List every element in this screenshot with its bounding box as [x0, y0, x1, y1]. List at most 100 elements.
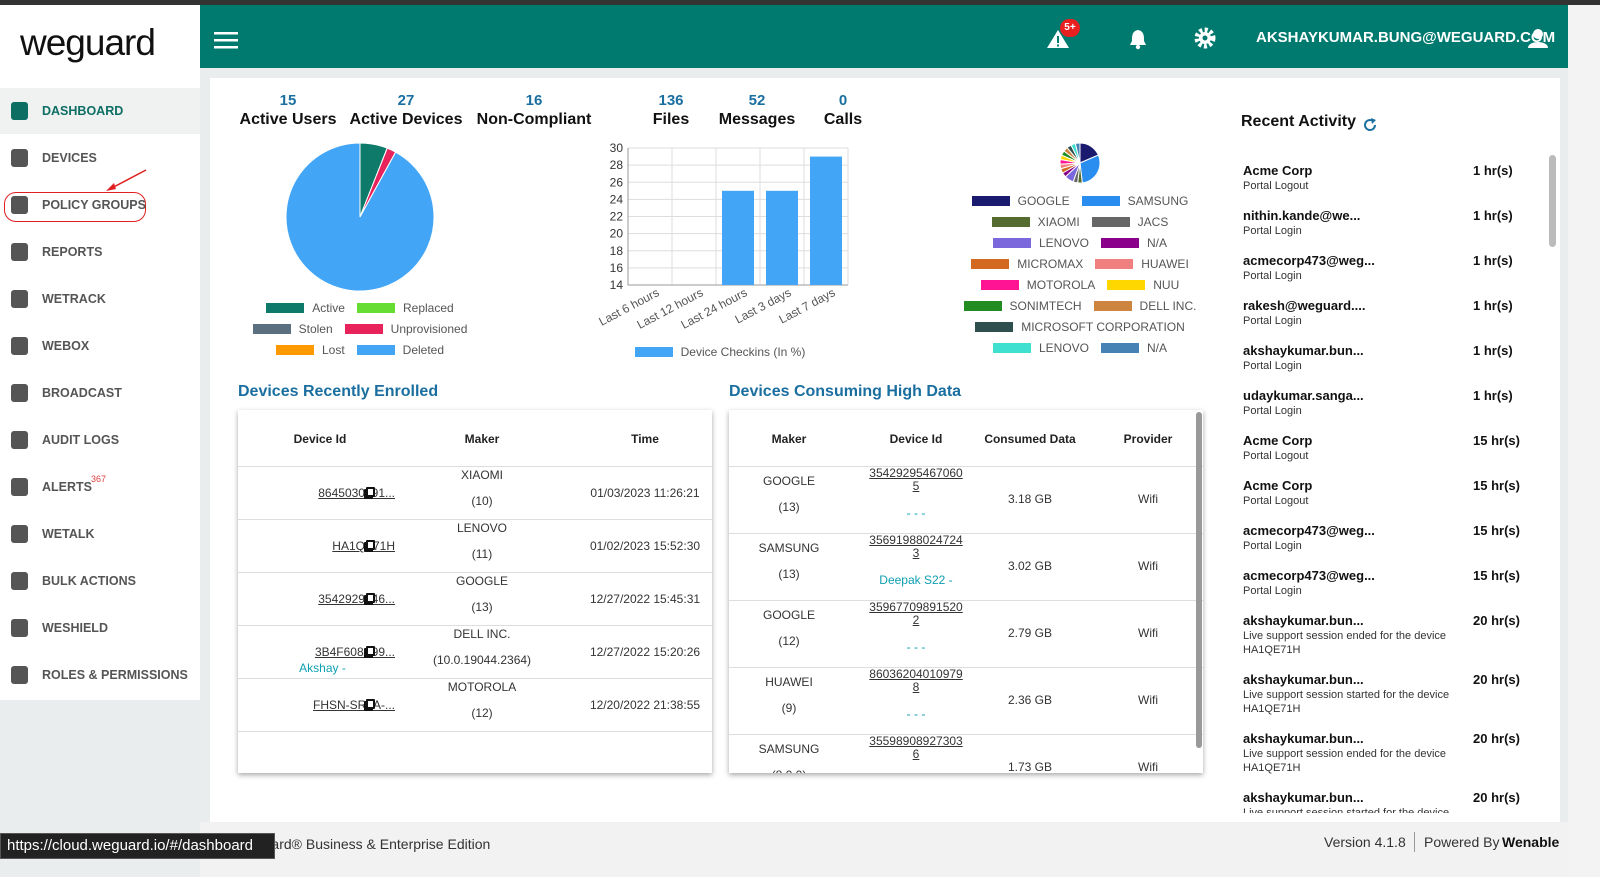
legend-label: NUU — [1153, 277, 1180, 292]
nav-item[interactable]: WETALK — [0, 511, 200, 557]
legend-swatch — [1107, 279, 1146, 290]
legend-label: XIAOMI — [1037, 214, 1080, 229]
device-id[interactable]: 860362040109798 — [869, 667, 963, 694]
legend-label: SONIMTECH — [1009, 298, 1082, 313]
settings-icon[interactable] — [1194, 27, 1216, 49]
legend-label: HUAWEI — [1141, 256, 1189, 271]
menu-icon[interactable] — [214, 30, 240, 50]
row-divider — [729, 734, 1203, 735]
device-id[interactable]: 354292954670605 — [869, 466, 963, 493]
legend-swatch — [971, 195, 1010, 206]
nav-item[interactable]: WESHIELD — [0, 605, 200, 651]
legend-item: MICROMAX — [971, 256, 1083, 271]
nav-item[interactable]: ROLES & PERMISSIONS — [0, 652, 200, 698]
activity-name: acmecorp473@weg... — [1243, 253, 1375, 268]
nav-item[interactable]: DASHBOARD — [0, 88, 200, 134]
footer-version: Version 4.1.8 — [1324, 834, 1406, 850]
legend-label: Lost — [321, 342, 345, 357]
activity-name: acmecorp473@weg... — [1243, 523, 1375, 538]
activity-item[interactable]: Acme Corp Portal Logout 1 hr(s) — [1243, 163, 1543, 208]
device-id[interactable]: HA1QE71H — [332, 539, 395, 553]
copy-icon[interactable] — [366, 540, 375, 550]
device-id[interactable]: 356919880247243 — [869, 533, 963, 560]
legend: GOOGLE SAMSUNG XIAOMI JACS LENOVO N/A MICROMAX… — [955, 193, 1205, 355]
legend-swatch — [975, 321, 1014, 332]
nav-icon — [11, 525, 28, 543]
scrollbar[interactable] — [1196, 412, 1202, 748]
provider: Wifi — [1138, 760, 1158, 773]
nav-icon — [11, 290, 28, 308]
provider: Wifi — [1138, 492, 1158, 506]
activity-time: 20 hr(s) — [1473, 731, 1520, 746]
nav-item[interactable]: AUDIT LOGS — [0, 417, 200, 463]
nav-item[interactable]: REPORTS — [0, 229, 200, 275]
provider: Wifi — [1138, 559, 1158, 573]
nav-item[interactable]: BROADCAST — [0, 370, 200, 416]
row-divider — [729, 533, 1203, 534]
activity-name: acmecorp473@weg... — [1243, 568, 1375, 583]
user-icon[interactable] — [1528, 28, 1548, 48]
maker: DELL INC. — [453, 627, 511, 641]
legend-label: N/A — [1147, 235, 1168, 250]
activity-item[interactable]: acmecorp473@weg... Portal Login 15 hr(s) — [1243, 523, 1543, 568]
device-id[interactable]: 3542929546... — [318, 592, 395, 606]
activity-item[interactable]: nithin.kande@we... Portal Login 1 hr(s) — [1243, 208, 1543, 253]
device-id[interactable]: 355989089273036 — [869, 734, 963, 761]
stat-value: 15 — [279, 92, 297, 109]
footer-separator — [1414, 832, 1415, 852]
activity-time: 1 hr(s) — [1473, 253, 1513, 268]
activity-name: akshaykumar.bun... — [1243, 343, 1364, 358]
copy-icon[interactable] — [366, 699, 375, 709]
activity-item[interactable]: Acme Corp Portal Logout 15 hr(s) — [1243, 433, 1543, 478]
user-email[interactable]: AKSHAYKUMAR.BUNG@WEGUARD.COM — [1256, 29, 1556, 46]
legend-item: N/A — [1101, 235, 1167, 250]
scrollbar[interactable] — [1549, 155, 1556, 247]
nav-label: WEBOX — [42, 339, 90, 353]
nav-item[interactable]: BULK ACTIONS — [0, 558, 200, 604]
activity-item[interactable]: akshaykumar.bun... Portal Login 1 hr(s) — [1243, 343, 1543, 388]
legend-swatch — [963, 300, 1002, 311]
maker: GOOGLE — [762, 474, 815, 488]
activity-item[interactable]: akshaykumar.bun... Live support session e… — [1243, 613, 1543, 672]
activity-item[interactable]: rakesh@weguard.... Portal Login 1 hr(s) — [1243, 298, 1543, 343]
y-tick-label: 16 — [610, 261, 624, 275]
nav-label: REPORTS — [42, 245, 103, 259]
nav-item[interactable]: WETRACK — [0, 276, 200, 322]
copy-icon[interactable] — [366, 593, 375, 603]
activity-item[interactable]: acmecorp473@weg... Portal Login 15 hr(s) — [1243, 568, 1543, 613]
activity-time: 1 hr(s) — [1473, 208, 1513, 223]
copy-icon[interactable] — [366, 487, 375, 497]
activity-item[interactable]: Acme Corp Portal Logout 15 hr(s) — [1243, 478, 1543, 523]
activity-item[interactable]: akshaykumar.bun... Live support session s… — [1243, 790, 1543, 813]
table-header: Provider — [1123, 432, 1173, 446]
alert-icon[interactable] — [1045, 28, 1071, 50]
activity-name: Acme Corp — [1243, 478, 1313, 493]
nav-label: WETRACK — [42, 292, 106, 306]
device-id[interactable]: 8645030591... — [318, 486, 395, 500]
activity-action: Portal Login — [1243, 270, 1302, 282]
activity-item[interactable]: udaykumar.sanga... Portal Login 1 hr(s) — [1243, 388, 1543, 433]
refresh-icon[interactable] — [1362, 117, 1378, 133]
bar — [810, 156, 842, 285]
y-tick-label: 28 — [610, 158, 624, 172]
device-id[interactable]: 359677098915202 — [869, 600, 963, 627]
device-note: Akshay - — [299, 661, 346, 675]
nav-item[interactable]: WEBOX — [0, 323, 200, 369]
nav-item[interactable]: DEVICES — [0, 135, 200, 181]
legend-swatch — [634, 346, 673, 357]
activity-name: akshaykumar.bun... — [1243, 790, 1364, 805]
activity-item[interactable]: acmecorp473@weg... Portal Login 1 hr(s) — [1243, 253, 1543, 298]
nav-icon — [11, 196, 28, 214]
legend-item: MICROSOFT CORPORATION — [975, 319, 1185, 334]
activity-name: Acme Corp — [1243, 433, 1313, 448]
nav-item[interactable]: ALERTS 367 — [0, 464, 200, 510]
legend-label: GOOGLE — [1017, 193, 1070, 208]
legend-item: Stolen — [252, 321, 333, 336]
activity-item[interactable]: akshaykumar.bun... Live support session s… — [1243, 672, 1543, 731]
bell-icon[interactable] — [1128, 28, 1148, 50]
nav-item[interactable]: POLICY GROUPS — [0, 182, 200, 228]
copy-icon[interactable] — [366, 646, 375, 656]
legend-swatch — [971, 258, 1010, 269]
activity-item[interactable]: akshaykumar.bun... Live support session e… — [1243, 731, 1543, 790]
maker: LENOVO — [456, 521, 507, 535]
